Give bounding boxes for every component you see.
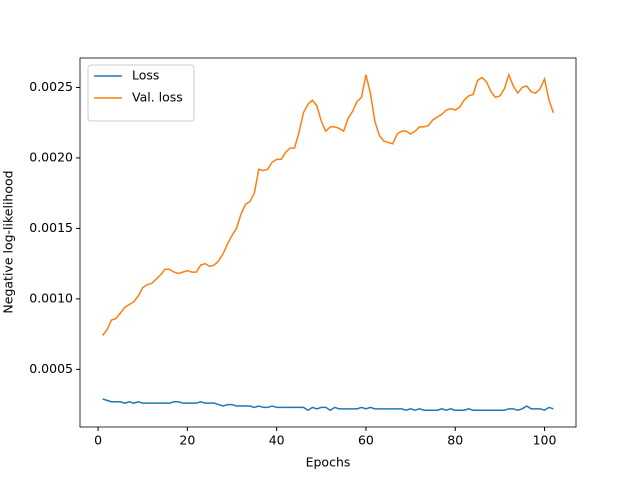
series-line bbox=[101, 72, 555, 336]
x-tick-label: 100 bbox=[533, 433, 557, 448]
y-tick-label: 0.0015 bbox=[29, 220, 73, 235]
y-tick-label: 0.0020 bbox=[29, 149, 73, 164]
legend-label: Loss bbox=[132, 68, 159, 83]
y-tick-label: 0.0005 bbox=[29, 361, 73, 376]
x-tick-label: 40 bbox=[269, 433, 285, 448]
x-tick-label: 20 bbox=[179, 433, 195, 448]
x-axis-label: Epochs bbox=[306, 455, 351, 470]
y-tick-label: 0.0025 bbox=[29, 79, 73, 94]
x-tick-label: 60 bbox=[358, 433, 374, 448]
y-tick-label: 0.0010 bbox=[29, 290, 73, 305]
x-tick-label: 0 bbox=[94, 433, 102, 448]
legend-box bbox=[87, 64, 195, 122]
series-line bbox=[102, 398, 554, 412]
y-axis-label: Negative log-likelihood bbox=[1, 170, 16, 313]
plot-frame bbox=[79, 57, 577, 428]
legend-label: Val. loss bbox=[132, 90, 183, 105]
x-tick-label: 80 bbox=[447, 433, 463, 448]
